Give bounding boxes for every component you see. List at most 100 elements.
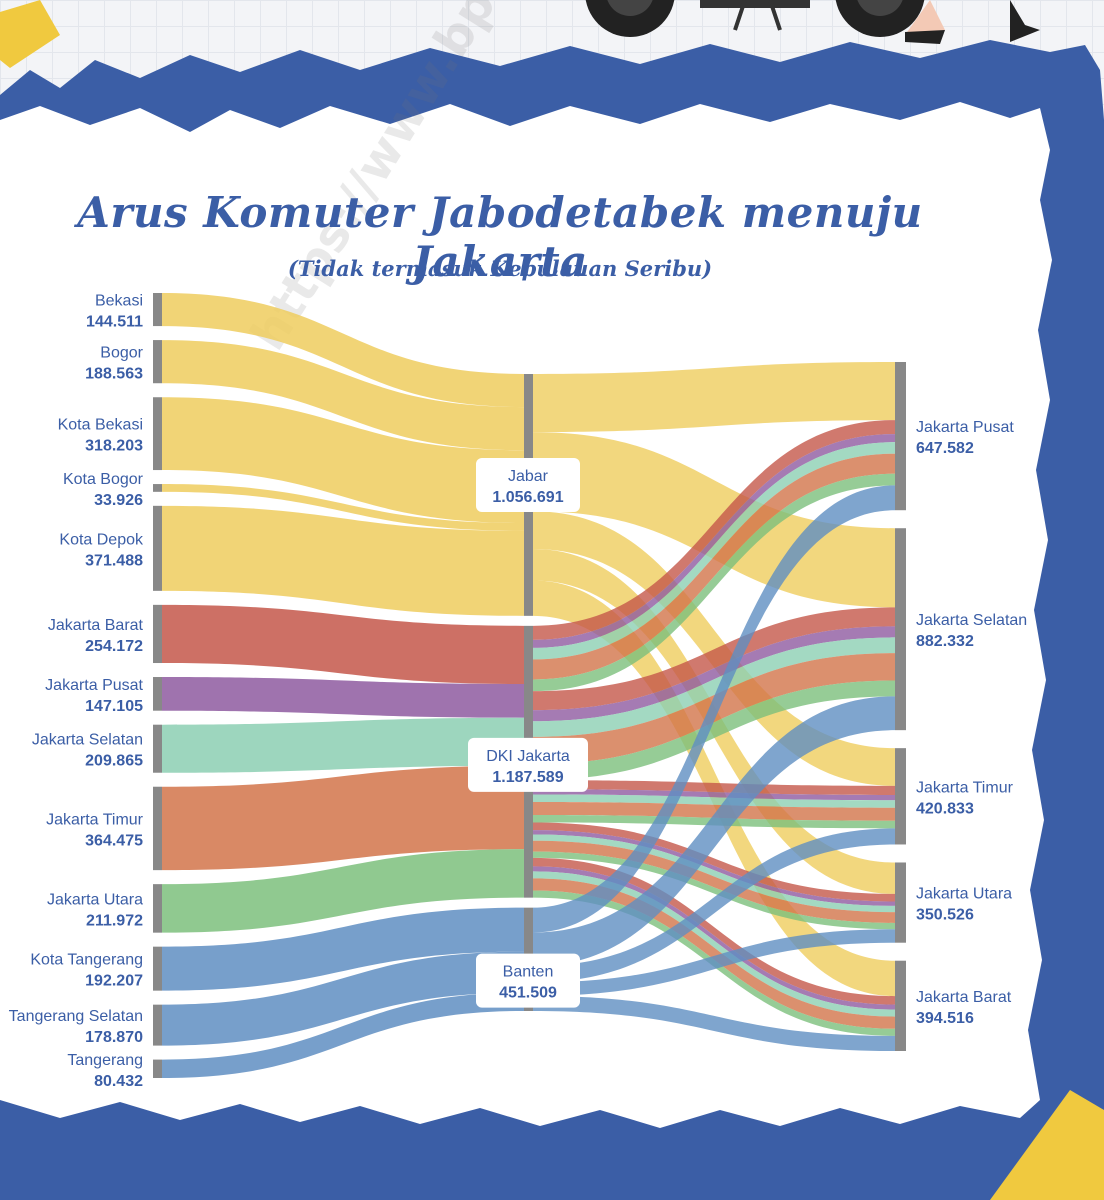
link-jakarta-utara-to-jakarta-utara	[533, 851, 895, 930]
link-jakarta-selatan-to-jakarta-pusat	[533, 442, 895, 660]
source-label-jakarta-timur: Jakarta Timur	[46, 811, 144, 828]
source-value-kota-bekasi: 318.203	[85, 438, 143, 455]
node-bar-jakarta-timur	[153, 786, 162, 871]
link-banten-to-jakarta-pusat	[533, 485, 895, 933]
link-jakarta-pusat-to-jakarta-selatan	[533, 626, 895, 722]
link-jakarta-pusat	[162, 677, 524, 718]
node-bar-kota-bogor	[153, 484, 162, 492]
illustration-top	[585, 0, 1040, 44]
link-jakarta-barat-to-jakarta-timur	[533, 780, 895, 795]
link-kota-tangerang	[162, 907, 524, 991]
chart-title: Arus Komuter Jabodetabek menuju Jakarta	[77, 188, 923, 286]
link-jakarta-timur	[162, 765, 524, 871]
group-label-box-banten	[476, 953, 580, 1008]
source-label-tangerang: Tangerang	[67, 1052, 143, 1069]
link-jakarta-selatan	[162, 717, 524, 773]
link-jakarta-selatan-to-jakarta-utara	[533, 834, 895, 913]
source-label-kota-bogor: Kota Bogor	[63, 471, 144, 488]
group-label-box-jabar	[476, 458, 580, 512]
dest-label-jakarta-timur: Jakarta Timur	[916, 779, 1014, 796]
source-value-jakarta-pusat: 147.105	[85, 698, 143, 715]
link-jakarta-selatan-to-jakarta-timur	[533, 794, 895, 808]
link-jakarta-barat	[162, 604, 524, 685]
link-jakarta-utara-to-jakarta-selatan	[533, 680, 895, 781]
link-tangerang-selatan	[162, 951, 524, 1046]
link-jakarta-utara	[162, 849, 524, 933]
source-label-kota-tangerang: Kota Tangerang	[30, 952, 143, 969]
source-label-jakarta-utara: Jakarta Utara	[47, 891, 143, 908]
node-bar-kota-tangerang	[153, 946, 162, 991]
group-label-banten: Banten	[503, 964, 554, 981]
link-jakarta-timur-to-jakarta-pusat	[533, 453, 895, 680]
group-label-dki-jakarta: DKI Jakarta	[486, 748, 570, 765]
tape-bottom-right	[990, 1090, 1104, 1200]
node-bar-tangerang	[153, 1059, 162, 1078]
source-value-jakarta-utara: 211.972	[86, 912, 143, 929]
dest-value-jakarta-timur: 420.833	[916, 800, 974, 817]
link-banten-to-jakarta-timur	[533, 828, 895, 983]
source-label-bekasi: Bekasi	[95, 293, 143, 310]
dest-label-jakarta-utara: Jakarta Utara	[916, 886, 1012, 903]
source-value-kota-tangerang: 192.207	[85, 973, 143, 990]
node-bar-dest-jakarta-barat	[895, 960, 906, 1051]
source-label-jakarta-selatan: Jakarta Selatan	[32, 732, 143, 749]
link-bogor	[162, 340, 524, 451]
source-value-bekasi: 144.511	[86, 314, 143, 331]
dest-label-jakarta-pusat: Jakarta Pusat	[916, 419, 1014, 436]
node-bar-kota-depok	[153, 505, 162, 591]
dest-value-jakarta-utara: 350.526	[916, 907, 974, 924]
source-label-kota-bekasi: Kota Bekasi	[58, 417, 143, 434]
link-banten-to-jakarta-utara	[533, 929, 895, 996]
node-bar-dest-jakarta-utara	[895, 862, 906, 943]
dest-label-jakarta-selatan: Jakarta Selatan	[916, 612, 1027, 629]
link-kota-bogor	[162, 484, 524, 531]
link-jakarta-barat-to-jakarta-utara	[533, 822, 895, 902]
link-jakarta-barat-to-jakarta-pusat	[533, 420, 895, 640]
link-jabar-to-jakarta-selatan	[533, 432, 895, 608]
link-jabar-to-jakarta-pusat	[533, 362, 895, 433]
link-jakarta-pusat-to-jakarta-pusat	[533, 434, 895, 648]
source-value-jakarta-barat: 254.172	[85, 638, 143, 655]
link-banten-to-jakarta-selatan	[533, 696, 895, 967]
link-jakarta-selatan-to-jakarta-selatan	[533, 637, 895, 737]
source-value-kota-depok: 371.488	[85, 552, 143, 569]
link-jakarta-barat-to-jakarta-selatan	[533, 607, 895, 711]
source-value-jakarta-selatan: 209.865	[85, 753, 143, 770]
node-bar-bekasi	[153, 293, 162, 327]
tape-top-left	[0, 0, 60, 68]
link-bekasi	[162, 293, 524, 408]
link-kota-depok	[162, 505, 524, 616]
sankey-labels: Bekasi 144.511 Bogor 188.563 Kota Bekasi 318.…	[9, 293, 1028, 1090]
link-jakarta-pusat-to-jakarta-utara	[533, 830, 895, 906]
node-bar-tangerang-selatan	[153, 1004, 162, 1046]
node-bar-jakarta-barat	[153, 604, 162, 664]
sankey-links	[162, 293, 895, 1078]
group-value-jabar: 1.056.691	[492, 489, 563, 506]
group-label-jabar: Jabar	[508, 468, 549, 485]
node-bar-jakarta-utara	[153, 884, 162, 933]
source-value-kota-bogor: 33.926	[94, 492, 143, 509]
source-label-tangerang-selatan: Tangerang Selatan	[9, 1008, 143, 1025]
source-label-kota-depok: Kota Depok	[59, 531, 144, 548]
dest-value-jakarta-barat: 394.516	[916, 1010, 974, 1027]
node-bar-jakarta-selatan	[153, 724, 162, 773]
group-value-banten: 451.509	[499, 985, 557, 1002]
link-jakarta-barat-to-jakarta-barat	[533, 857, 895, 1005]
node-bar-bogor	[153, 340, 162, 384]
dest-value-jakarta-selatan: 882.332	[916, 633, 974, 650]
link-banten-to-jakarta-barat	[533, 995, 895, 1051]
dest-label-jakarta-barat: Jakarta Barat	[916, 989, 1012, 1006]
node-bar-dest-jakarta-pusat	[895, 362, 906, 511]
link-jakarta-timur-to-jakarta-utara	[533, 840, 895, 923]
group-value-dki-jakarta: 1.187.589	[492, 769, 563, 786]
link-jakarta-utara-to-jakarta-pusat	[533, 473, 895, 692]
link-tangerang	[162, 992, 524, 1078]
source-value-bogor: 188.563	[85, 366, 143, 383]
link-jabar-to-jakarta-timur	[533, 511, 895, 786]
link-jakarta-timur-to-jakarta-timur	[533, 801, 895, 821]
node-bar-kota-bekasi	[153, 397, 162, 471]
node-bar-dest-jakarta-timur	[895, 748, 906, 845]
dest-value-jakarta-pusat: 647.582	[916, 440, 974, 457]
source-label-bogor: Bogor	[100, 345, 143, 362]
